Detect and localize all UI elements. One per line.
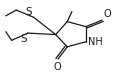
Text: S: S [20, 34, 26, 44]
Text: O: O [102, 9, 110, 19]
Text: NH: NH [87, 38, 102, 47]
Text: S: S [26, 7, 32, 17]
Text: O: O [53, 62, 60, 72]
